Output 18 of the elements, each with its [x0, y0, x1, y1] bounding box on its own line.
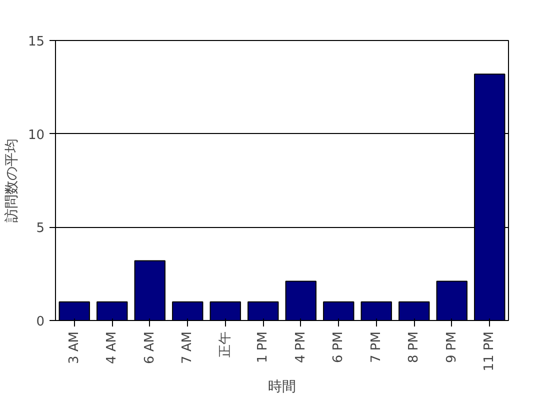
- y-tick-label: 15: [28, 34, 45, 50]
- x-tick-label: 11 PM: [482, 331, 498, 372]
- x-axis-title: 時間: [268, 379, 296, 396]
- x-tick-label: 正午: [218, 332, 233, 358]
- x-tick-label: 7 PM: [368, 331, 384, 363]
- x-tick-label: 3 AM: [66, 331, 82, 364]
- x-tick-label: 6 PM: [331, 331, 346, 363]
- x-tick-label: 1 PM: [256, 331, 271, 363]
- x-tick-label: 6 AM: [142, 331, 158, 364]
- x-tick-label: 7 AM: [180, 331, 196, 364]
- y-tick-label: 10: [28, 128, 45, 143]
- x-tick-label: 4 PM: [293, 331, 308, 363]
- x-tick-label: 9 PM: [444, 331, 460, 363]
- y-tick-label: 5: [36, 221, 45, 236]
- x-tick-label: 8 PM: [406, 331, 422, 363]
- y-tick-label: 0: [36, 314, 45, 330]
- x-tick-label: 4 AM: [104, 331, 120, 364]
- y-axis-title: 訪問数の平均: [4, 138, 20, 222]
